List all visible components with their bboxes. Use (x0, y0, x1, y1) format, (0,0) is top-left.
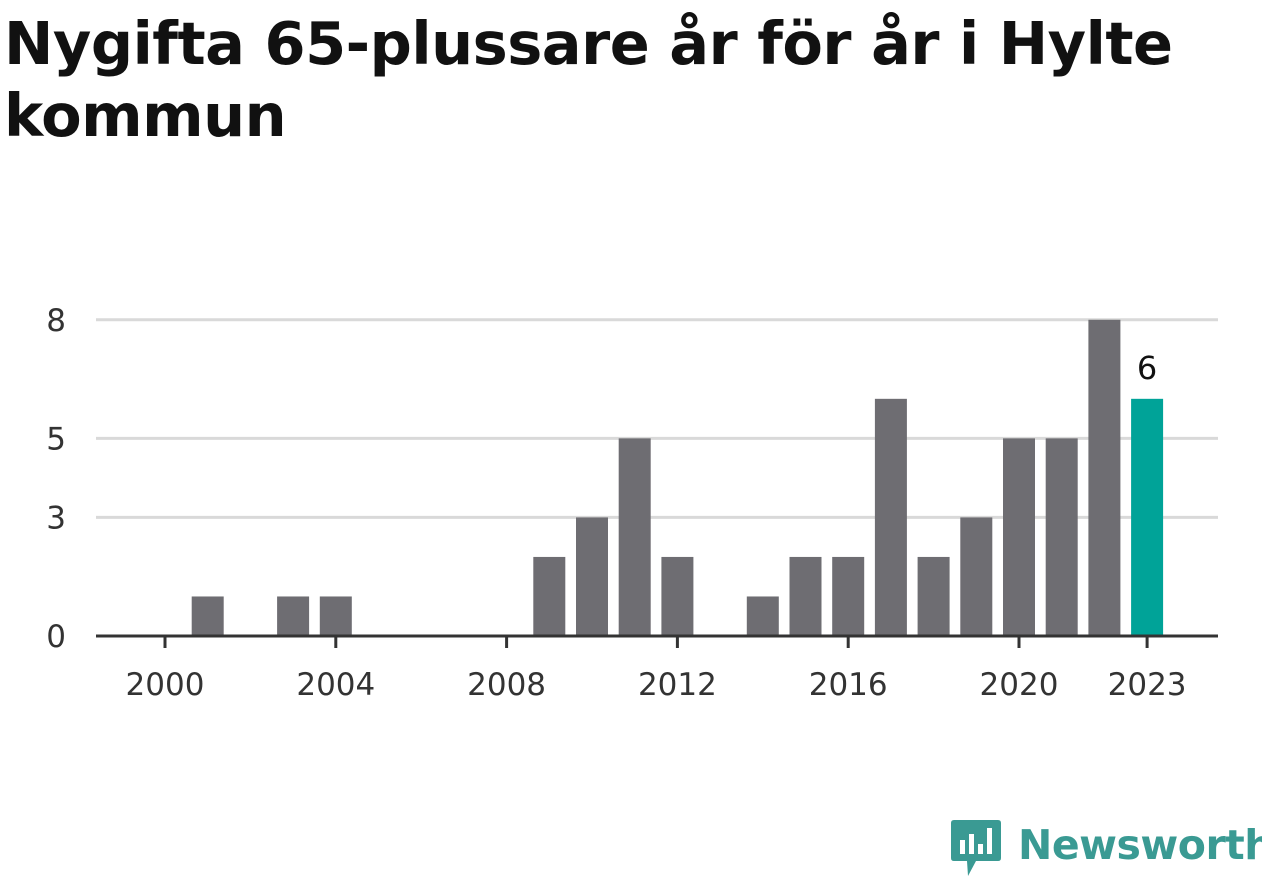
y-tick-label-5: 5 (46, 421, 66, 457)
x-tick-label-2008: 2008 (467, 667, 546, 703)
logo-text: Newsworthy (1018, 821, 1262, 869)
labels: 0 3 5 8 2000 2004 2008 2012 2016 2020 2023 6 (46, 303, 1186, 703)
chart-title: Nygifta 65-plussare år för år i Hylte ko… (4, 9, 1173, 150)
x-tick-label-2023: 2023 (1108, 667, 1187, 703)
y-tick-label-0: 0 (46, 619, 66, 655)
x-tick-label-2020: 2020 (980, 667, 1059, 703)
bar-2022 (1088, 319, 1121, 636)
bar-2011 (618, 438, 651, 636)
y-tick-label-8: 8 (46, 303, 66, 339)
bar-2004 (319, 596, 352, 636)
bar-2015 (789, 556, 822, 636)
x-tick-label-2012: 2012 (638, 667, 717, 703)
bar-2014 (746, 596, 779, 636)
highlight-value-label: 6 (1137, 349, 1157, 387)
bar-2018 (917, 556, 950, 636)
bar-2021 (1045, 438, 1078, 636)
newsworthy-logo-icon (951, 820, 1001, 876)
bars (191, 319, 1164, 636)
x-tick-label-2000: 2000 (126, 667, 205, 703)
bar-2001 (191, 596, 224, 636)
bar-2010 (576, 517, 608, 636)
y-tick-label-3: 3 (46, 500, 66, 536)
bar-2019 (960, 517, 993, 636)
newsworthy-logo: Newsworthy (950, 818, 1262, 878)
x-tick-label-2004: 2004 (296, 667, 375, 703)
bar-2012 (661, 556, 694, 636)
bar-2020 (1003, 438, 1035, 636)
bar-2017 (874, 398, 907, 636)
bar-2009 (533, 556, 566, 636)
x-tick-label-2016: 2016 (809, 667, 888, 703)
bar-2003 (277, 596, 310, 636)
bar-2023 (1131, 398, 1164, 636)
x-axis (96, 634, 1218, 648)
bar-2016 (832, 556, 865, 636)
